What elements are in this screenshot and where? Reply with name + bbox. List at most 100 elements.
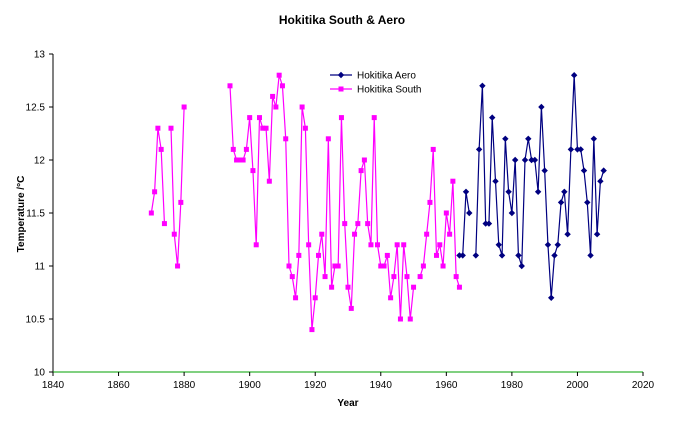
- y-axis-title: Temperature /°C: [16, 176, 27, 253]
- data-point: [152, 189, 158, 195]
- x-tick-label: 2000: [566, 380, 589, 391]
- data-point: [316, 252, 321, 258]
- data-point: [515, 252, 522, 259]
- data-point: [437, 242, 443, 248]
- data-point: [358, 168, 364, 174]
- series-line: [419, 149, 461, 288]
- data-point: [325, 136, 331, 142]
- data-point: [230, 146, 236, 152]
- data-point: [518, 262, 525, 270]
- data-point: [548, 294, 555, 301]
- data-point: [489, 114, 496, 121]
- x-tick-label: 1860: [107, 380, 130, 391]
- data-point: [263, 125, 269, 131]
- data-point: [397, 316, 403, 322]
- data-point: [171, 231, 177, 237]
- data-point: [567, 146, 575, 153]
- data-point: [240, 157, 246, 163]
- data-point: [479, 82, 486, 89]
- data-point: [600, 167, 607, 174]
- y-axis: 10 10.5 11 11.5 12 12.5 13: [26, 50, 53, 379]
- data-point: [485, 220, 493, 227]
- data-point: [538, 103, 545, 111]
- data-point: [253, 242, 259, 248]
- data-point: [475, 146, 483, 153]
- x-tick-label: 2020: [632, 380, 655, 391]
- x-tick-label: 1960: [435, 380, 458, 391]
- series-hokitika-south: [148, 72, 462, 333]
- data-point: [250, 168, 256, 174]
- data-point: [276, 72, 282, 78]
- legend-entry: Hokitika Aero: [330, 71, 416, 82]
- data-point: [243, 146, 249, 152]
- legend-label: Hokitika South: [357, 85, 421, 96]
- data-point: [306, 242, 312, 248]
- series-line: [150, 128, 166, 224]
- data-point: [312, 295, 318, 301]
- data-point: [424, 231, 430, 237]
- data-point: [574, 146, 581, 153]
- data-point: [361, 157, 367, 163]
- data-point: [570, 72, 578, 79]
- x-axis: 1840 1860 1880 1900 1920 1940 1960 1980 2000 2020: [42, 372, 655, 391]
- data-point: [434, 252, 439, 258]
- data-point: [378, 263, 384, 269]
- data-point: [289, 274, 295, 280]
- data-point: [257, 115, 262, 121]
- data-point: [417, 274, 423, 280]
- data-point: [505, 188, 512, 195]
- data-point: [401, 242, 407, 248]
- x-tick-label: 1900: [239, 380, 262, 391]
- data-point: [498, 252, 506, 259]
- y-tick-label: 12.5: [26, 103, 46, 114]
- data-point: [593, 231, 601, 238]
- data-point: [381, 263, 387, 269]
- data-point: [459, 252, 466, 259]
- data-point: [456, 252, 463, 259]
- series-line: [475, 75, 605, 298]
- data-point: [168, 125, 174, 131]
- data-point: [338, 115, 344, 121]
- data-point: [227, 83, 233, 89]
- y-tick-label: 11.5: [26, 209, 45, 220]
- data-point: [260, 125, 266, 131]
- data-point: [541, 167, 548, 174]
- series-line: [459, 191, 470, 256]
- data-point: [388, 295, 394, 301]
- data-point: [564, 231, 571, 238]
- data-point: [237, 157, 243, 163]
- data-point: [342, 221, 348, 227]
- data-point: [345, 284, 351, 290]
- y-tick-label: 13: [34, 50, 46, 61]
- x-tick-label: 1920: [304, 380, 327, 391]
- data-point: [286, 263, 292, 269]
- data-point: [158, 146, 164, 152]
- data-point: [525, 135, 532, 142]
- data-point: [329, 284, 335, 290]
- data-point: [404, 274, 410, 280]
- legend-marker: [338, 86, 344, 92]
- data-point: [482, 220, 489, 227]
- data-point: [502, 135, 509, 142]
- data-point: [577, 146, 584, 153]
- data-point: [440, 263, 446, 269]
- chart-title: Hokitika South & Aero: [279, 13, 405, 27]
- data-point: [332, 263, 338, 269]
- data-point: [554, 241, 561, 248]
- data-point: [590, 135, 598, 142]
- data-point: [531, 156, 539, 164]
- x-axis-title: Year: [337, 398, 358, 409]
- plot-area: [52, 54, 643, 373]
- data-point: [443, 210, 449, 216]
- data-point: [508, 209, 516, 217]
- data-point: [587, 252, 594, 259]
- data-point: [234, 157, 240, 163]
- data-point: [375, 242, 380, 248]
- data-point: [368, 242, 374, 248]
- data-point: [175, 263, 181, 269]
- data-point: [391, 274, 397, 280]
- data-point: [394, 242, 400, 248]
- data-point: [355, 221, 361, 227]
- x-tick-label: 1840: [42, 380, 65, 391]
